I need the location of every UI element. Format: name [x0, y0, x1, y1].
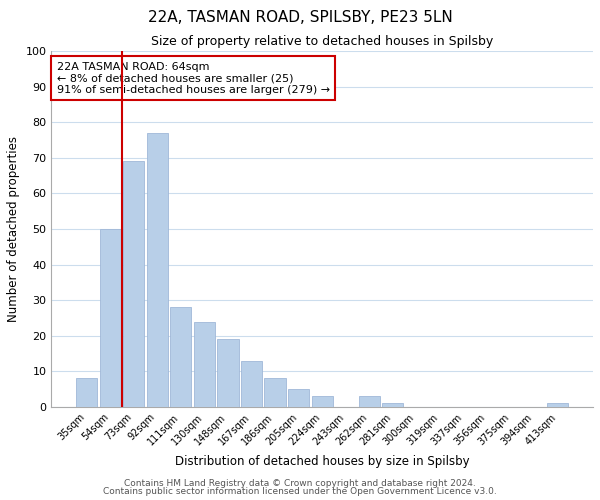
Bar	[265, 378, 286, 407]
Bar	[547, 404, 568, 407]
Bar	[382, 404, 403, 407]
Text: Contains HM Land Registry data © Crown copyright and database right 2024.: Contains HM Land Registry data © Crown c…	[124, 478, 476, 488]
Text: Contains public sector information licensed under the Open Government Licence v3: Contains public sector information licen…	[103, 487, 497, 496]
X-axis label: Distribution of detached houses by size in Spilsby: Distribution of detached houses by size …	[175, 455, 470, 468]
Bar	[123, 162, 145, 407]
Bar	[288, 389, 309, 407]
Bar	[311, 396, 333, 407]
Bar	[76, 378, 97, 407]
Bar	[194, 322, 215, 407]
Bar	[100, 229, 121, 407]
Text: 22A, TASMAN ROAD, SPILSBY, PE23 5LN: 22A, TASMAN ROAD, SPILSBY, PE23 5LN	[148, 10, 452, 25]
Y-axis label: Number of detached properties: Number of detached properties	[7, 136, 20, 322]
Bar	[359, 396, 380, 407]
Bar	[217, 340, 239, 407]
Bar	[170, 308, 191, 407]
Bar	[241, 360, 262, 407]
Title: Size of property relative to detached houses in Spilsby: Size of property relative to detached ho…	[151, 36, 493, 49]
Bar	[146, 133, 168, 407]
Text: 22A TASMAN ROAD: 64sqm
← 8% of detached houses are smaller (25)
91% of semi-deta: 22A TASMAN ROAD: 64sqm ← 8% of detached …	[57, 62, 330, 95]
